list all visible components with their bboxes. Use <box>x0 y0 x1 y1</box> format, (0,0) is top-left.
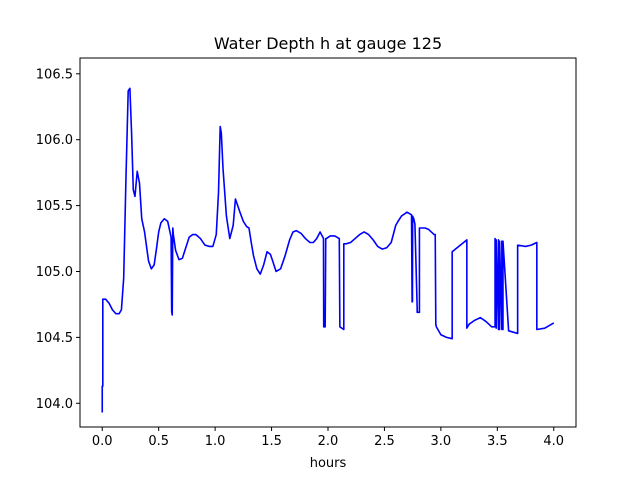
y-tick-label: 104.5 <box>36 331 73 346</box>
y-tick-label: 105.0 <box>36 265 73 280</box>
x-tick-label: 4.0 <box>543 434 564 449</box>
plot-area <box>101 87 555 413</box>
y-axis: 104.0 104.5 105.0 105.5 106.0 106.5 <box>36 67 80 412</box>
x-tick-label: 3.0 <box>431 434 452 449</box>
y-tick-label: 104.0 <box>36 397 73 412</box>
x-tick-label: 0.0 <box>92 434 113 449</box>
y-tick-label: 106.0 <box>36 133 73 148</box>
x-tick-label: 2.0 <box>318 434 339 449</box>
x-tick-label: 1.5 <box>261 434 282 449</box>
series-line-0 <box>101 87 555 413</box>
chart-title: Water Depth h at gauge 125 <box>214 34 442 53</box>
x-tick-label: 1.0 <box>205 434 226 449</box>
x-axis-label: hours <box>310 456 347 471</box>
y-tick-label: 106.5 <box>36 67 73 82</box>
y-tick-label: 105.5 <box>36 199 73 214</box>
x-tick-label: 0.5 <box>148 434 169 449</box>
x-tick-label: 3.5 <box>487 434 508 449</box>
x-tick-label: 2.5 <box>374 434 395 449</box>
x-axis: 0.0 0.5 1.0 1.5 2.0 2.5 3.0 3.5 4.0 <box>92 427 564 449</box>
